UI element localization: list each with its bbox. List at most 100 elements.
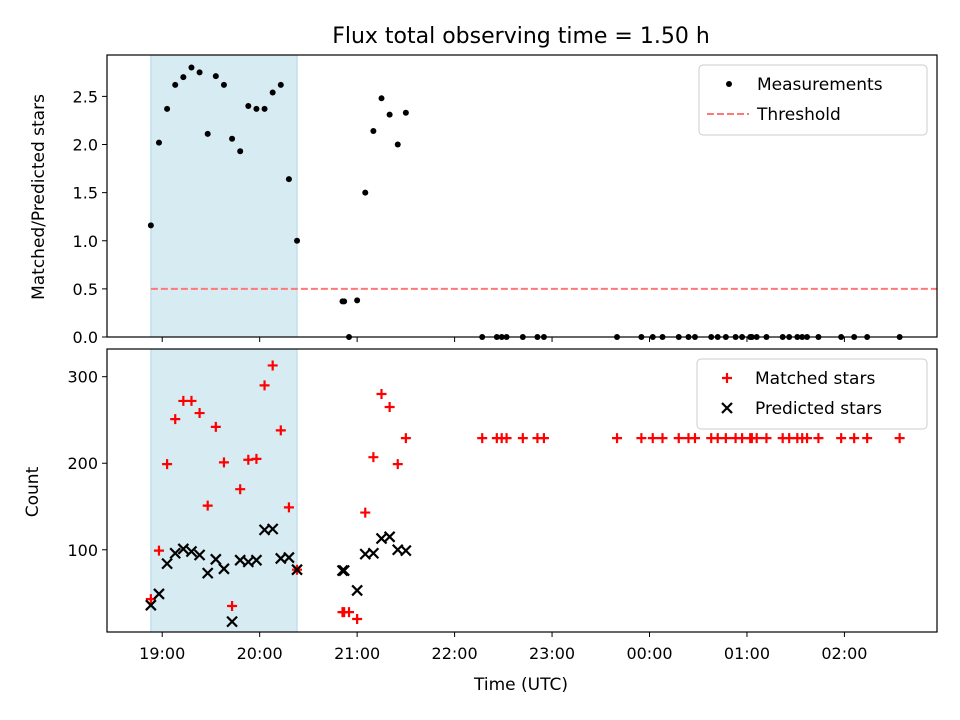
matched-stars-point	[751, 433, 762, 444]
matched-stars-point	[720, 433, 731, 444]
predicted-stars-point	[153, 588, 165, 600]
measurement-point	[253, 105, 260, 112]
top-y-tick-label: 1.5	[73, 184, 98, 203]
bottom-y-tick-label: 200	[67, 454, 98, 473]
matched-stars-point	[251, 453, 262, 464]
predicted-stars-point	[145, 599, 157, 611]
top-axes-frame	[106, 54, 938, 338]
measurement-point	[269, 89, 276, 96]
matched-stars-point	[170, 414, 181, 425]
matched-stars-point	[368, 452, 379, 463]
matched-stars-point	[392, 459, 403, 470]
predicted-stars-point	[367, 547, 380, 560]
measurement-point	[212, 73, 219, 80]
predicted-stars-point	[283, 551, 295, 564]
top-y-tick-label: 0.5	[73, 280, 98, 299]
measurement-point	[196, 69, 203, 76]
matched-stars-point	[376, 389, 387, 400]
measurement-point	[285, 176, 292, 183]
matched-stars-point	[802, 433, 813, 444]
matched-stars-point	[647, 433, 658, 444]
matched-stars-point	[761, 433, 772, 444]
predicted-stars-point	[400, 544, 412, 557]
x-tick-label: 20:00	[237, 644, 283, 663]
predicted-stars-point	[336, 564, 349, 577]
matched-stars-point	[657, 433, 668, 444]
x-tick-label: 23:00	[529, 644, 575, 663]
measurement-point	[237, 148, 244, 155]
predicted-stars-point	[338, 564, 350, 577]
legend-label: Measurements	[757, 75, 883, 95]
top-y-tick-label: 2.5	[73, 87, 98, 106]
bottom-y-tick-label: 300	[67, 368, 98, 387]
bottom-series-predicted-stars	[145, 523, 412, 628]
measurement-point	[220, 81, 227, 88]
predicted-stars-point	[169, 547, 181, 560]
matched-stars-point	[501, 433, 512, 444]
top-highlight-band	[150, 54, 298, 338]
predicted-stars-point	[201, 567, 214, 579]
matched-stars-point	[186, 395, 197, 406]
measurement-point	[402, 109, 409, 116]
top-y-tick-label: 1.0	[73, 232, 98, 251]
measurement-point	[204, 130, 211, 137]
measurement-point	[362, 189, 369, 196]
predicted-stars-point	[210, 553, 222, 566]
measurement-point	[341, 298, 348, 305]
measurement-point	[229, 135, 236, 142]
predicted-stars-point	[291, 563, 303, 576]
predicted-stars-point	[250, 554, 263, 566]
x-tick-label: 02:00	[821, 644, 867, 663]
matched-stars-point	[849, 433, 860, 444]
bottom-panel: 100 200 300 19:00 20:00 21:00 22:00 23:00 00:00 0…	[67, 348, 938, 663]
matched-stars-point	[689, 433, 700, 444]
measurement-point	[294, 237, 301, 244]
measurement-point	[386, 111, 393, 118]
predicted-stars-point	[177, 543, 190, 555]
matched-stars-point	[352, 614, 363, 625]
matched-stars-point	[218, 457, 229, 468]
measurement-point	[261, 105, 268, 112]
matched-stars-point	[267, 360, 278, 371]
bottom-highlight-band	[150, 348, 298, 633]
top-y-axis-label: Matched/Predicted stars	[29, 94, 49, 300]
matched-stars-point	[636, 433, 647, 444]
measurement-point	[164, 105, 171, 112]
matched-stars-point	[202, 500, 213, 511]
top-y-tick-label: 2.0	[73, 136, 98, 155]
x-tick-label: 21:00	[334, 644, 380, 663]
measurement-point	[370, 128, 377, 135]
matched-stars-point	[275, 425, 286, 436]
matched-stars-point	[283, 502, 294, 513]
measurement-point	[172, 81, 179, 88]
bottom-legend-box	[696, 358, 928, 430]
predicted-stars-point	[226, 615, 238, 628]
measurement-point	[155, 139, 162, 146]
x-tick-label: 19:00	[139, 644, 185, 663]
matched-stars-point	[477, 433, 488, 444]
legend-label: Matched stars	[755, 369, 875, 389]
bottom-y-tick-label: 100	[67, 541, 98, 560]
measurement-point	[188, 64, 195, 71]
matched-stars-point	[162, 459, 173, 470]
chart-title: Flux total observing time = 1.50 h	[332, 24, 710, 49]
top-y-tick-label: 0.0	[73, 328, 98, 347]
matched-stars-point	[673, 433, 684, 444]
matched-stars-point	[538, 433, 549, 444]
measurement-point	[277, 81, 284, 88]
matched-stars-point	[259, 380, 270, 391]
measurement-point	[180, 74, 187, 81]
x-tick-label: 00:00	[626, 644, 672, 663]
matched-stars-point	[360, 507, 371, 518]
x-tick-label: 22:00	[432, 644, 478, 663]
legend-label: Predicted stars	[755, 399, 882, 419]
matched-stars-point	[612, 433, 623, 444]
measurement-point	[245, 103, 252, 110]
top-panel: 0.0 0.5 1.0 1.5 2.0 2.5 Measurements Threshold	[73, 54, 938, 347]
matched-stars-point	[235, 484, 246, 495]
measurement-point	[378, 95, 385, 102]
matched-stars-point	[194, 408, 205, 419]
bottom-axes-frame	[106, 348, 938, 633]
legend-label: Threshold	[756, 105, 841, 125]
